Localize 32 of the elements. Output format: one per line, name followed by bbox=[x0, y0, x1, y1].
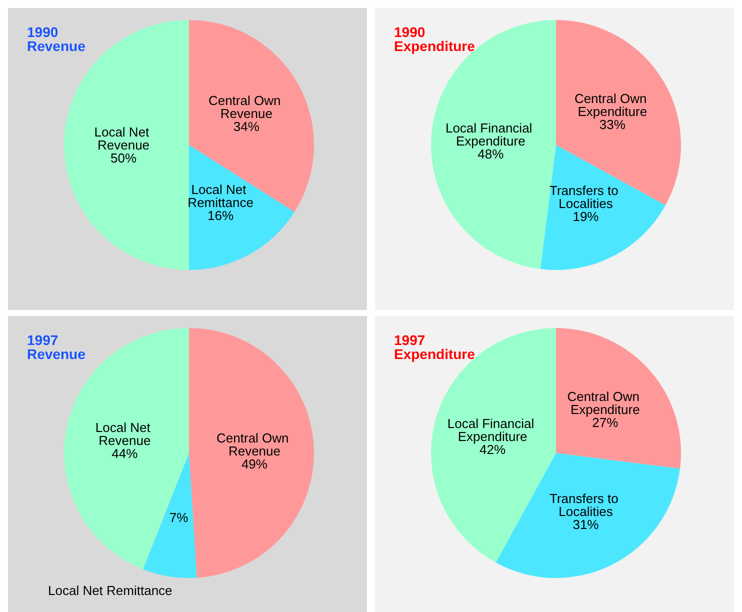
chart-title: 1997 bbox=[394, 332, 426, 348]
data-label: 42% bbox=[480, 442, 506, 458]
slice-label: Local Financial Expenditure bbox=[445, 120, 536, 148]
chart-title: 1997 bbox=[27, 332, 58, 348]
data-label: 50% bbox=[110, 150, 137, 166]
slice-label: Transfers to Localities bbox=[549, 490, 622, 519]
slice-label: Local Net Remittance bbox=[188, 182, 254, 210]
data-label: 44% bbox=[112, 446, 138, 462]
slice-label: Central Own Expenditure bbox=[574, 91, 650, 120]
data-label: 49% bbox=[241, 456, 268, 472]
chart-title: 1990 bbox=[27, 24, 58, 40]
slice-label: Central Own Revenue bbox=[208, 92, 284, 121]
data-label: 48% bbox=[478, 146, 504, 162]
text: Revenue bbox=[27, 38, 86, 54]
text: Expenditure bbox=[394, 346, 476, 362]
data-label: 31% bbox=[572, 516, 600, 532]
chart-title: 1990 bbox=[394, 24, 426, 40]
slice-label: Transfers to Localities bbox=[549, 182, 622, 211]
data-label: 16% bbox=[208, 208, 234, 223]
data-label: 19% bbox=[572, 208, 600, 224]
text: Revenue bbox=[27, 346, 86, 362]
text: Expenditure bbox=[394, 38, 476, 54]
slice-label: Central Own Expenditure bbox=[567, 389, 644, 418]
slice-label: Local Net Remittance bbox=[48, 583, 172, 598]
data-label: 27% bbox=[592, 415, 619, 430]
data-label: 33% bbox=[599, 117, 626, 132]
slice-label: Local Financial Expenditure bbox=[447, 416, 538, 444]
slice-label: Local Net Revenue bbox=[94, 124, 153, 152]
slice-label: Local Net Revenue bbox=[95, 420, 154, 448]
data-label: 7% bbox=[169, 510, 189, 526]
slice-label: Central Own Revenue bbox=[216, 430, 292, 458]
data-label: 34% bbox=[233, 118, 260, 134]
